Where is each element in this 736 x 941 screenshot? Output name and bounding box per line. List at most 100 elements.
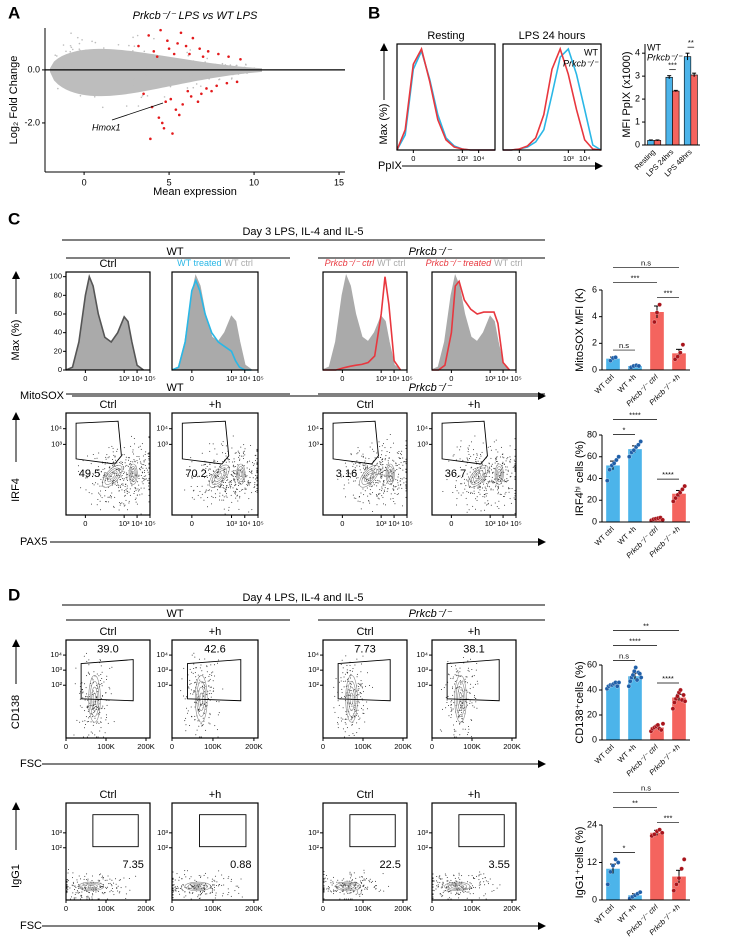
event-dot [197, 674, 199, 676]
event-dot [125, 465, 127, 467]
event-dot [254, 486, 256, 488]
event-dot [219, 492, 221, 494]
event-dot [102, 736, 104, 738]
event-dot [366, 708, 368, 710]
event-dot [466, 897, 468, 899]
event-dot [186, 696, 188, 698]
event-dot [87, 474, 89, 476]
event-dot [72, 872, 74, 874]
event-dot [490, 504, 492, 506]
comparison-label: n.s [619, 651, 629, 660]
event-dot [398, 487, 400, 489]
event-dot [359, 465, 361, 467]
event-dot [98, 874, 100, 876]
background-dot [209, 75, 212, 77]
comparison-label: n.s [619, 341, 629, 350]
event-dot [492, 884, 494, 886]
comparison-label: **** [629, 636, 641, 645]
event-dot [448, 715, 450, 717]
event-dot [133, 493, 135, 495]
event-dot [487, 500, 489, 502]
event-dot [473, 454, 475, 456]
event-dot [489, 878, 491, 880]
event-dot [108, 496, 110, 498]
event-dot [336, 881, 338, 883]
event-dot [120, 887, 122, 889]
event-dot [116, 448, 118, 450]
event-dot [235, 490, 237, 492]
event-dot [360, 471, 362, 473]
event-dot [203, 464, 205, 466]
event-dot [483, 895, 485, 897]
event-dot [196, 667, 198, 669]
event-dot [491, 890, 493, 892]
event-dot [337, 478, 339, 480]
point [613, 857, 618, 862]
event-dot [363, 884, 365, 886]
event-dot [353, 890, 355, 892]
y-axis-label: MFI PpIX (x1000) [621, 51, 633, 137]
event-dot [351, 880, 353, 882]
background-dot [80, 72, 82, 75]
event-dot [478, 875, 480, 877]
event-dot [342, 885, 344, 887]
background-dot [91, 93, 94, 95]
event-dot [339, 898, 341, 900]
event-dot [405, 463, 407, 465]
event-dot [506, 466, 508, 468]
event-dot [494, 468, 496, 470]
event-dot [116, 450, 118, 452]
event-dot [353, 708, 355, 710]
event-dot [470, 491, 472, 493]
event-dot [232, 465, 234, 467]
event-dot [225, 493, 227, 495]
event-dot [335, 678, 337, 680]
event-dot [222, 441, 224, 443]
point [627, 454, 632, 459]
event-dot [256, 489, 258, 491]
event-dot [443, 890, 445, 892]
background-dot [218, 74, 221, 77]
background-dot [161, 56, 164, 59]
event-dot [119, 891, 121, 893]
event-dot [202, 717, 204, 719]
event-dot [67, 872, 69, 874]
event-dot [219, 486, 221, 488]
event-dot [83, 655, 85, 657]
event-dot [468, 476, 470, 478]
event-dot [139, 445, 141, 447]
background-dot [136, 34, 139, 37]
point [210, 89, 213, 93]
event-dot [349, 871, 351, 873]
event-dot [140, 475, 142, 477]
point [633, 665, 638, 670]
contour [184, 881, 212, 892]
background-dot [195, 83, 198, 85]
event-dot [379, 481, 381, 483]
event-dot [444, 890, 446, 892]
event-dot [205, 490, 207, 492]
event-dot [437, 886, 439, 888]
event-dot [214, 460, 216, 462]
x-tick-label: 0 [449, 374, 453, 383]
event-dot [231, 447, 233, 449]
event-dot [470, 883, 472, 885]
event-dot [124, 491, 126, 493]
point [174, 108, 178, 111]
event-dot [460, 714, 462, 716]
event-dot [98, 452, 100, 454]
point [657, 302, 662, 307]
event-dot [494, 478, 496, 480]
event-dot [343, 680, 345, 682]
event-dot [342, 728, 344, 730]
event-dot [235, 885, 237, 887]
event-dot [172, 871, 174, 873]
event-dot [360, 680, 362, 682]
event-dot [138, 478, 140, 480]
event-dot [493, 481, 495, 483]
background-dot [152, 57, 154, 59]
background-dot [179, 67, 182, 70]
event-dot [489, 481, 491, 483]
event-dot [378, 890, 380, 892]
background-dot [59, 62, 62, 65]
